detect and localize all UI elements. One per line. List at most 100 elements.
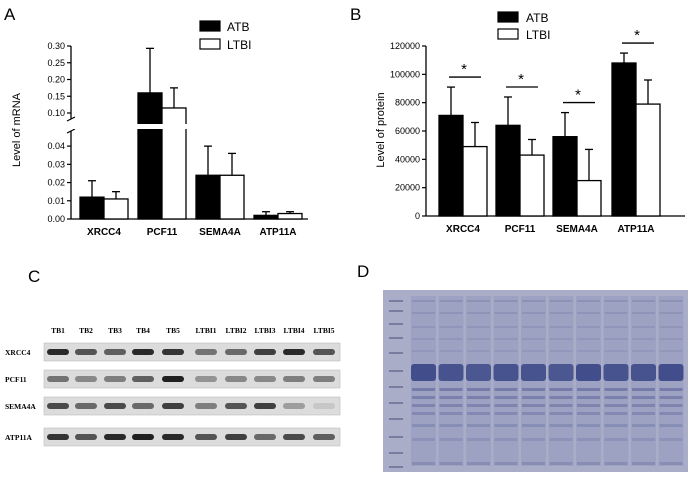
chart-b-legend: ATB LTBI [497,11,550,42]
gel-ladder-band [389,323,403,325]
gel-faint-band [577,312,600,314]
gel-faint-band [467,300,490,302]
blot-strip [43,427,341,447]
chart-a-tick-label: 0.00 [47,214,65,224]
blot-band [104,403,126,409]
blot-band [132,403,154,409]
gel-dye-front [577,462,600,465]
gel-faint-band [467,312,490,314]
blot-band [225,434,247,440]
blot-lane-label: TB2 [79,326,93,335]
chart-a-legend: ATB LTBI [199,20,251,52]
chart-a-bar-ltbi-xrcc4 [103,198,129,220]
blot-lane-label: LTBI5 [314,326,335,335]
chart-b-category-label: XRCC4 [446,224,480,235]
panel-letter-a: A [4,5,16,24]
gel-lower-band [632,424,655,427]
blot-band [47,376,69,382]
gel-dye-front [494,462,518,465]
gel-ladder-band [389,310,403,312]
chart-b-bar-atb-xrcc4 [438,114,464,217]
gel-faint-band [439,326,463,328]
chart-a-legend-label-ltbi: LTBI [227,38,251,52]
gel-lower-band [659,438,683,441]
gel-lower-band [604,438,628,441]
gel-ladder-band [389,370,403,372]
gel-dye-front [632,462,655,465]
gel-lower-band [577,396,600,399]
chart-b-bar-atb-sema4a-error [561,111,569,137]
gel-faint-band [632,326,655,328]
blot-lane-label: LTBI4 [284,326,305,335]
chart-a-tick-label: 0.10 [47,108,65,118]
gel-ladder-band [389,436,403,438]
gel-main-band [658,364,684,381]
gel-ladder-band [389,352,403,354]
gel-lower-band [659,424,683,427]
chart-a-category-label: XRCC4 [87,227,121,238]
gel-faint-band [522,300,545,302]
panel-letter-c: C [28,267,40,286]
gel-faint-band [549,338,573,340]
gel-lower-band [412,404,435,407]
gel-dye-front [439,462,463,465]
chart-b-bar-ltbi-atp11a [635,103,661,217]
gel-faint-band [632,338,655,340]
blot-band [47,349,69,355]
gel-lower-band [412,396,435,399]
gel-ladder-band [389,402,403,404]
gel-lower-band [439,388,463,391]
blot-band [75,434,97,440]
chart-a-legend-label-atb: ATB [227,20,249,34]
blot-lane-label: TB3 [108,326,122,335]
blot-band [47,434,69,440]
blot-band [162,403,184,409]
gel-faint-band [412,300,435,302]
chart-b-significance-star: * [461,61,467,78]
gel-lower-band [604,412,628,415]
gel-lower-band [467,404,490,407]
blot-band [225,403,247,409]
gel-main-band [603,364,629,381]
blot-band [132,376,154,382]
gel-main-band [493,364,519,381]
chart-a-bar-atb-sema4a-error [204,145,212,176]
gel-dye-front [549,462,573,465]
gel-faint-band [412,326,435,328]
blot-row-label: ATP11A [5,433,33,442]
gel-lower-band [439,404,463,407]
blot-band [162,349,184,355]
chart-a: 0.10 0.15 0.20 0.25 0.30 0.00 0.01 0.02 0.03 0.04… [11,20,309,238]
chart-b-bar-atb-pcf11-error [504,96,512,126]
chart-a-bar-atb-pcf11 [137,92,163,220]
chart-b-significance-star: * [575,87,581,104]
gel-lower-band [467,396,490,399]
chart-b-bar-atb-atp11a-error [620,52,628,63]
gel-faint-band [412,312,435,314]
gel-ladder-band [389,386,403,388]
chart-a-tick-label: 0.15 [47,91,65,101]
chart-b-significance-star: * [518,71,524,88]
gel-main-band [521,364,546,381]
gel-lower-band [522,396,545,399]
chart-a-bar-atb-xrcc4 [79,196,105,220]
blot-lane-label: TB1 [51,326,65,335]
gel-faint-band [577,338,600,340]
gel-dye-front [604,462,628,465]
gel-main-band [576,364,601,381]
gel-faint-band [604,300,628,302]
gel-faint-band [522,326,545,328]
gel-faint-band [439,350,463,352]
gel-faint-band [494,350,518,352]
chart-a-bar-atb-sema4a [195,174,221,220]
chart-b-category-label: ATP11A [617,224,654,235]
gel-lower-band [604,396,628,399]
chart-b-tick-label: 80000 [395,98,420,108]
gel-faint-band [439,312,463,314]
gel-faint-band [522,350,545,352]
gel-faint-band [577,350,600,352]
blot-band [75,403,97,409]
blot-band [47,403,69,409]
chart-a-tick-label: 0.03 [47,159,65,169]
gel-faint-band [659,300,683,302]
